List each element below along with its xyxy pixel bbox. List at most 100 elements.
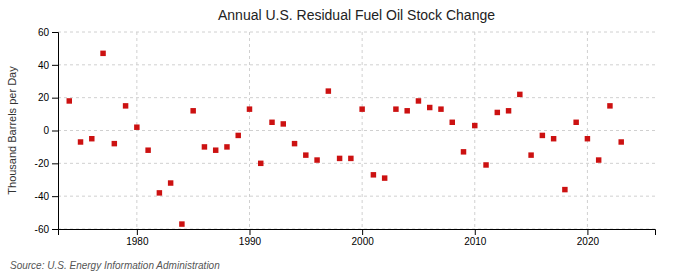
point xyxy=(213,147,218,152)
y-tick-mark xyxy=(52,98,58,99)
y-tick-label: -20 xyxy=(35,158,50,169)
x-tick: 1980 xyxy=(126,229,149,247)
point xyxy=(145,147,150,152)
point xyxy=(202,144,207,149)
point xyxy=(517,92,522,97)
y-tick: -20 xyxy=(35,158,58,169)
point xyxy=(179,221,184,226)
x-tick-label: 1980 xyxy=(126,236,149,247)
point xyxy=(528,152,533,157)
y-grid-line xyxy=(58,196,655,197)
point xyxy=(134,124,139,129)
point xyxy=(506,108,511,113)
y-tick-mark xyxy=(52,65,58,66)
x-grid-line xyxy=(362,32,363,229)
point xyxy=(123,103,128,108)
x-tick-label: 1990 xyxy=(239,236,262,247)
y-tick-label: -40 xyxy=(35,191,50,202)
y-tick-label: 40 xyxy=(38,60,50,71)
point xyxy=(472,123,477,128)
y-tick-mark xyxy=(52,196,58,197)
x-tick-label: 2010 xyxy=(464,236,487,247)
point xyxy=(168,180,173,185)
y-tick-label: 60 xyxy=(38,27,50,38)
point xyxy=(190,108,195,113)
point xyxy=(416,98,421,103)
y-tick: 60 xyxy=(38,27,58,38)
point xyxy=(596,157,601,162)
point xyxy=(573,120,578,125)
point xyxy=(235,133,240,138)
y-tick: 20 xyxy=(38,92,58,103)
y-tick: 40 xyxy=(38,60,58,71)
x-tick: 2000 xyxy=(352,229,375,247)
plot-area: 1980 1990 2000 2010 2020 -60 -40 -20 0 20 40 60 xyxy=(35,27,656,247)
x-tick-mark xyxy=(249,229,250,235)
y-tick: -60 xyxy=(35,224,58,235)
x-tick: 2020 xyxy=(577,229,600,247)
y-tick: 0 xyxy=(43,125,58,136)
point xyxy=(337,156,342,161)
source-note: Source: U.S. Energy Information Administ… xyxy=(10,260,220,271)
y-tick-mark xyxy=(52,229,58,230)
point xyxy=(247,106,252,111)
y-tick-label: 0 xyxy=(43,125,49,136)
point xyxy=(112,141,117,146)
x-tick: 1990 xyxy=(239,229,262,247)
y-tick-mark xyxy=(52,163,58,164)
point xyxy=(224,144,229,149)
point xyxy=(303,152,308,157)
point xyxy=(292,141,297,146)
point xyxy=(371,172,376,177)
y-grid-line xyxy=(58,130,655,131)
point xyxy=(157,190,162,195)
point xyxy=(461,149,466,154)
point xyxy=(326,88,331,93)
point xyxy=(281,121,286,126)
x-grid-line xyxy=(587,32,588,229)
point xyxy=(258,161,263,166)
y-tick-mark xyxy=(52,131,58,132)
point xyxy=(314,157,319,162)
y-axis-label: Thousand Barrels per Day xyxy=(6,66,18,195)
point xyxy=(67,98,72,103)
grid xyxy=(58,32,655,229)
points xyxy=(67,51,624,227)
x-tick-mark xyxy=(587,229,588,235)
x-tick-label: 2000 xyxy=(352,236,375,247)
x-grid-line xyxy=(136,32,137,229)
point xyxy=(78,139,83,144)
point xyxy=(438,106,443,111)
y-tick: -40 xyxy=(35,191,58,202)
y-grid-line xyxy=(58,97,655,98)
y-tick-mark xyxy=(52,32,58,33)
point xyxy=(540,133,545,138)
x-tick-label: 2020 xyxy=(577,236,600,247)
point xyxy=(562,187,567,192)
point xyxy=(393,106,398,111)
x-tick-mark xyxy=(362,229,363,235)
x-grid-line xyxy=(249,32,250,229)
x-axis: 1980 1990 2000 2010 2020 xyxy=(59,229,656,247)
chart: 1980 1990 2000 2010 2020 -60 -40 -20 0 20 40 60 Annu… xyxy=(0,0,675,275)
point xyxy=(450,120,455,125)
x-tick: 2010 xyxy=(464,229,487,247)
point xyxy=(100,51,105,56)
point xyxy=(404,108,409,113)
point xyxy=(348,156,353,161)
y-tick-label: 20 xyxy=(38,92,50,103)
point xyxy=(495,110,500,115)
x-tick-mark xyxy=(137,229,138,235)
point xyxy=(269,120,274,125)
y-axis: -60 -40 -20 0 20 40 60 xyxy=(35,27,59,235)
y-grid-line xyxy=(58,32,655,33)
point xyxy=(89,136,94,141)
point xyxy=(359,106,364,111)
point xyxy=(483,162,488,167)
y-grid-line xyxy=(58,64,655,65)
point xyxy=(618,139,623,144)
title: Annual U.S. Residual Fuel Oil Stock Chan… xyxy=(218,7,495,23)
x-grid-line xyxy=(474,32,475,229)
point xyxy=(382,175,387,180)
x-tick-mark xyxy=(475,229,476,235)
